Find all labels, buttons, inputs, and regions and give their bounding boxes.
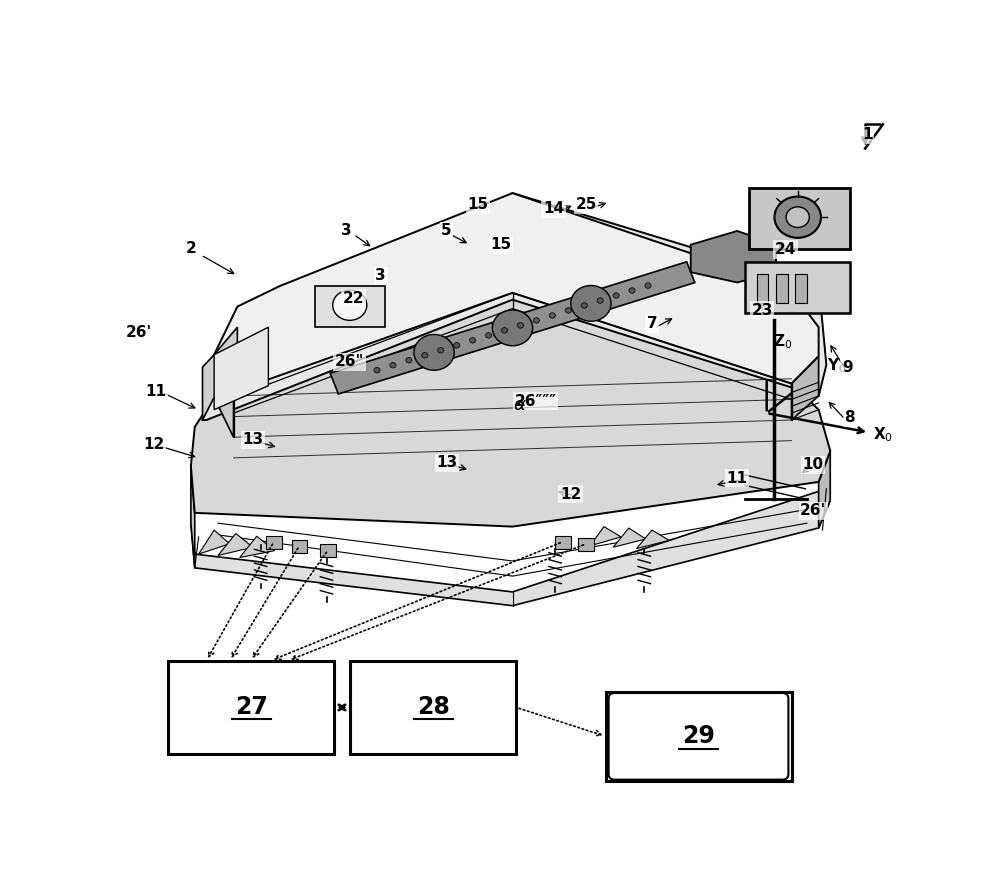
Polygon shape (613, 528, 646, 547)
Text: 14: 14 (543, 202, 564, 216)
Circle shape (390, 363, 396, 368)
Circle shape (533, 318, 540, 323)
Text: 5: 5 (441, 223, 452, 238)
Text: 15: 15 (490, 238, 511, 252)
Text: X$_0$: X$_0$ (873, 425, 893, 444)
FancyBboxPatch shape (609, 693, 788, 780)
Polygon shape (191, 466, 195, 568)
Text: 26″″″: 26″″″ (515, 394, 557, 409)
Text: 26': 26' (800, 504, 826, 518)
Text: 3: 3 (375, 268, 386, 283)
Text: 10: 10 (803, 457, 824, 472)
FancyBboxPatch shape (266, 536, 282, 548)
Polygon shape (214, 355, 234, 438)
Circle shape (786, 207, 809, 228)
FancyBboxPatch shape (315, 286, 385, 327)
Circle shape (470, 338, 476, 343)
FancyBboxPatch shape (749, 188, 850, 249)
FancyBboxPatch shape (757, 274, 768, 303)
FancyBboxPatch shape (168, 661, 334, 754)
Text: 29: 29 (682, 724, 715, 748)
Circle shape (438, 347, 444, 353)
Text: $\alpha$: $\alpha$ (513, 396, 527, 413)
Polygon shape (202, 327, 237, 420)
Text: 26': 26' (126, 325, 152, 340)
FancyBboxPatch shape (795, 274, 807, 303)
Circle shape (613, 293, 619, 298)
Circle shape (333, 290, 367, 321)
Text: 8: 8 (844, 411, 855, 425)
Circle shape (629, 288, 635, 293)
Circle shape (549, 313, 555, 318)
Text: Z$_0$: Z$_0$ (773, 332, 792, 351)
Text: 22: 22 (343, 291, 364, 305)
Text: 27: 27 (235, 695, 268, 719)
Text: 2: 2 (186, 240, 196, 255)
Text: 26": 26" (335, 355, 364, 369)
Circle shape (414, 335, 454, 371)
Circle shape (565, 308, 571, 313)
Polygon shape (191, 488, 830, 605)
Polygon shape (792, 356, 819, 420)
Polygon shape (330, 262, 695, 394)
Circle shape (571, 286, 611, 321)
Polygon shape (240, 536, 275, 557)
Circle shape (485, 332, 492, 338)
FancyBboxPatch shape (578, 538, 594, 551)
Circle shape (422, 353, 428, 358)
Circle shape (645, 283, 651, 288)
Circle shape (501, 328, 508, 333)
Polygon shape (202, 193, 826, 420)
Text: 11: 11 (146, 384, 166, 398)
Text: 7: 7 (647, 316, 657, 331)
Text: 12: 12 (560, 487, 581, 502)
Text: 25: 25 (575, 197, 597, 213)
Polygon shape (191, 293, 830, 527)
Circle shape (517, 322, 524, 328)
Text: 23: 23 (751, 303, 773, 318)
Text: 13: 13 (436, 455, 457, 470)
Polygon shape (214, 327, 268, 410)
FancyBboxPatch shape (776, 274, 788, 303)
Polygon shape (199, 530, 230, 554)
Text: 12: 12 (143, 437, 164, 452)
Text: 24: 24 (775, 242, 796, 257)
Polygon shape (214, 193, 819, 397)
Circle shape (774, 196, 821, 238)
FancyBboxPatch shape (606, 691, 792, 781)
Polygon shape (691, 231, 776, 282)
Text: 13: 13 (242, 432, 263, 447)
Circle shape (374, 367, 380, 373)
FancyBboxPatch shape (350, 661, 516, 754)
FancyBboxPatch shape (292, 540, 307, 553)
Polygon shape (819, 451, 830, 528)
Circle shape (597, 297, 603, 304)
Circle shape (492, 310, 533, 346)
FancyBboxPatch shape (555, 536, 571, 548)
Circle shape (454, 343, 460, 348)
Text: 28: 28 (417, 695, 450, 719)
FancyBboxPatch shape (745, 262, 850, 313)
Polygon shape (637, 530, 669, 548)
FancyBboxPatch shape (320, 545, 336, 557)
Text: Y$_0$: Y$_0$ (827, 355, 847, 374)
Text: 15: 15 (467, 197, 488, 213)
Circle shape (581, 303, 587, 308)
Circle shape (406, 357, 412, 363)
Polygon shape (218, 533, 253, 555)
Text: 1: 1 (862, 127, 873, 142)
Polygon shape (590, 527, 621, 546)
Text: 3: 3 (341, 223, 351, 238)
Text: 11: 11 (727, 471, 748, 486)
Text: 9: 9 (842, 360, 853, 374)
